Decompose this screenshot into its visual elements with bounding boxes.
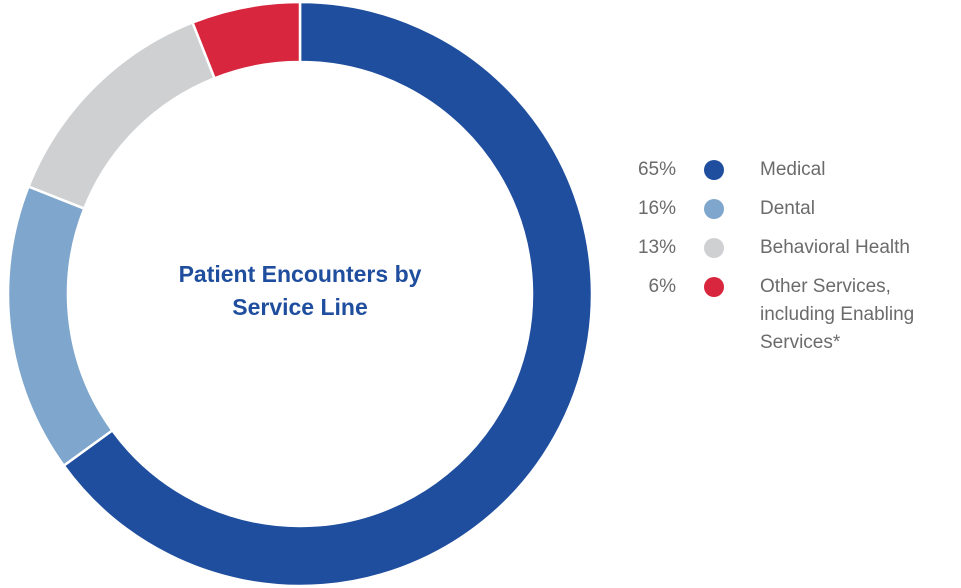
legend-label: Other Services, including Enabling Servi… — [760, 273, 960, 357]
donut-slice-other — [190, 0, 302, 80]
legend-label-line: Behavioral Health — [760, 237, 910, 258]
legend-item-behavioral-health: 13% Behavioral Health — [600, 234, 961, 273]
chart-title-line-1: Patient Encounters by — [178, 261, 422, 287]
legend-item-dental: 16% Dental — [600, 195, 961, 234]
legend-swatch — [704, 238, 724, 258]
donut-slice-dental — [6, 184, 115, 468]
legend-percent: 6% — [648, 276, 676, 297]
legend-label-line: including Enabling — [760, 304, 915, 325]
chart-legend: 65% Medical 16% Dental 13% Behavioral He… — [600, 156, 961, 373]
legend-percent: 13% — [637, 237, 676, 258]
donut-slice-behavioral — [26, 20, 217, 211]
chart-title-line-2: Service Line — [232, 294, 368, 320]
legend-percent: 16% — [637, 198, 676, 219]
legend-swatch — [704, 277, 724, 297]
legend-swatch — [704, 160, 724, 180]
legend-label: Behavioral Health — [760, 234, 960, 262]
legend-item-other-services: 6% Other Services, including Enabling Se… — [600, 273, 961, 373]
legend-label-line: Other Services, — [760, 276, 891, 297]
legend-label: Medical — [760, 156, 960, 184]
chart-title: Patient Encounters by Service Line — [100, 258, 500, 324]
legend-percent: 65% — [637, 159, 676, 180]
legend-label-line: Dental — [760, 198, 815, 219]
donut-slice-medical — [62, 0, 594, 588]
legend-label-line: Medical — [760, 159, 826, 180]
legend-swatch — [704, 199, 724, 219]
legend-label: Dental — [760, 195, 960, 223]
legend-item-medical: 65% Medical — [600, 156, 961, 195]
legend-label-line: Services* — [760, 332, 841, 353]
